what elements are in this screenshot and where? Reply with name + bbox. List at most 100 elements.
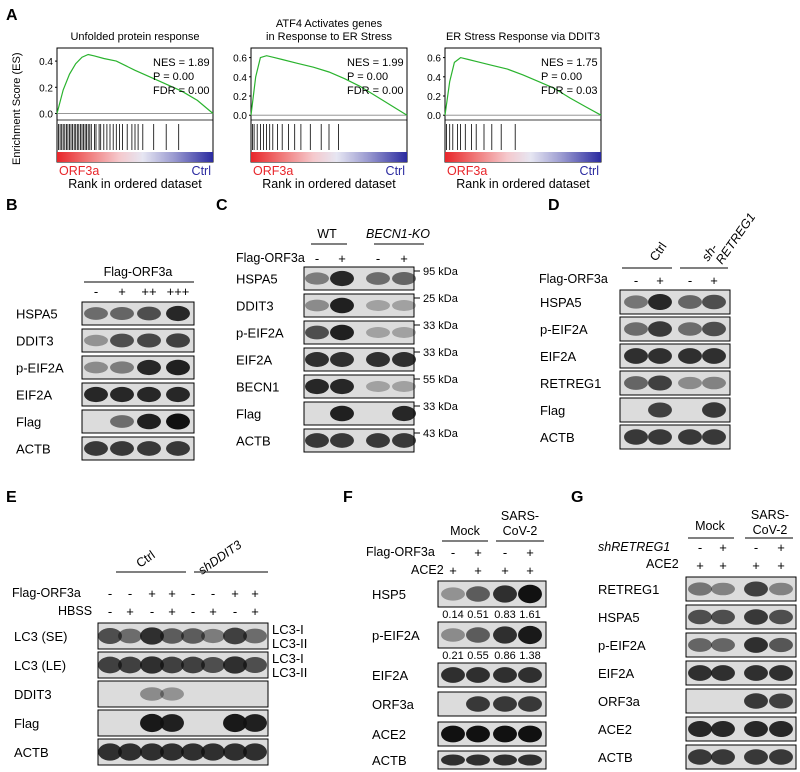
gsea-ctrl-label: Ctrl xyxy=(580,164,599,178)
blot-band xyxy=(392,300,416,311)
blot-band xyxy=(711,665,735,681)
blot-band xyxy=(140,743,164,761)
blot-band xyxy=(702,321,726,337)
blot-band xyxy=(98,656,122,674)
panel-g-label: G xyxy=(571,489,583,506)
quant-value: 0.83 xyxy=(494,609,515,621)
blot-row-label: RETREG1 xyxy=(540,376,601,391)
blot-row-label: DDIT3 xyxy=(236,299,274,314)
blot-band xyxy=(305,272,329,285)
blot-row-label: LC3 (SE) xyxy=(14,629,67,644)
blot-band xyxy=(678,376,702,390)
lane-sign: ++ xyxy=(141,284,156,299)
blot-band xyxy=(466,696,490,712)
lane-sign: - xyxy=(191,586,195,601)
blot-band xyxy=(711,609,735,625)
blot-band xyxy=(648,429,672,445)
blot-row-label: HSPA5 xyxy=(236,272,278,287)
blot-band xyxy=(392,433,416,448)
blot-band xyxy=(166,413,190,430)
blot-band xyxy=(118,628,142,644)
panel-c-treatment: Flag-ORF3a xyxy=(236,251,305,265)
blot-band xyxy=(702,429,726,445)
blot-row-label: EIF2A xyxy=(16,388,52,403)
lane-sign: - xyxy=(451,545,455,560)
blot-band xyxy=(181,656,205,674)
blot-band xyxy=(466,586,490,602)
blot-row-label: Flag xyxy=(16,415,41,430)
gsea-p: P = 0.00 xyxy=(153,71,194,83)
blot-row-label: Flag xyxy=(540,403,565,418)
blot-band xyxy=(330,324,354,341)
blot-band xyxy=(201,628,225,644)
blot-band xyxy=(744,693,768,709)
gsea-nes: NES = 1.89 xyxy=(153,57,210,69)
panel-e-treat1: Flag-ORF3a xyxy=(12,586,81,600)
blot-row-label: ACTB xyxy=(14,745,49,760)
quant-value: 1.38 xyxy=(519,650,540,662)
lane-sign: - xyxy=(315,251,319,266)
panel-g-group-sars-l2: CoV-2 xyxy=(753,523,788,537)
blot-band xyxy=(84,441,108,456)
blot-band xyxy=(110,361,134,374)
blot-row-label: p-EIF2A xyxy=(598,638,646,653)
blot-band xyxy=(181,743,205,761)
blot-band xyxy=(688,665,712,681)
panel-g-group-mock: Mock xyxy=(695,519,726,533)
blot-band xyxy=(137,413,161,430)
panel-e-treat2: HBSS xyxy=(58,604,92,618)
blot-band xyxy=(466,754,490,766)
lane-sign: + xyxy=(777,558,785,573)
blot-band xyxy=(166,386,190,403)
blot-strip xyxy=(437,750,547,770)
lane-sign: - xyxy=(150,604,154,619)
gsea-es-curve xyxy=(56,53,214,114)
blot-row-label: HSPA5 xyxy=(540,295,582,310)
quant-value: 0.14 xyxy=(442,609,463,621)
blot-band xyxy=(744,609,768,625)
blot-row-label: ACTB xyxy=(540,430,575,445)
gsea-plot-upr: Unfolded protein response 0.4 0.2 0.0 NES =… xyxy=(39,31,214,191)
gsea-title: ER Stress Response via DDIT3 xyxy=(446,31,600,43)
blot-band xyxy=(160,743,184,761)
blot-band xyxy=(330,352,354,367)
panel-b-label: B xyxy=(6,197,18,214)
blot-band xyxy=(392,352,416,367)
lane-sign: + xyxy=(474,545,482,560)
gsea-fdr: FDR = 0.00 xyxy=(347,85,404,97)
blot-band xyxy=(744,749,768,765)
blot-band xyxy=(702,348,726,364)
blot-band xyxy=(441,725,465,743)
quant-value: 0.55 xyxy=(467,650,488,662)
blot-row-label: HSPA5 xyxy=(16,307,58,322)
lane-sign: + xyxy=(168,586,176,601)
gsea-plot-atf4: ATF4 Activates genes in Response to ER S… xyxy=(233,18,408,191)
lane-sign: - xyxy=(634,273,638,288)
lane-sign: - xyxy=(376,251,380,266)
blot-band xyxy=(160,656,184,674)
lane-sign: + xyxy=(656,273,664,288)
lane-sign: + xyxy=(400,251,408,266)
lane-sign: - xyxy=(108,586,112,601)
lane-sign: + xyxy=(148,586,156,601)
blot-band xyxy=(305,299,329,312)
blot-band xyxy=(441,754,465,766)
blot-band xyxy=(711,721,735,737)
gsea-title: Unfolded protein response xyxy=(70,31,199,43)
blot-band xyxy=(98,743,122,761)
blot-band xyxy=(624,429,648,445)
panel-e-group-ctrl: Ctrl xyxy=(134,548,158,571)
gsea-orf3a-label: ORF3a xyxy=(447,164,487,178)
panel-g-blots: RETREG1 HSPA5 p-EIF2A EIF2A ORF3a ACE2 ACTB xyxy=(598,576,797,770)
blot-band xyxy=(137,333,161,348)
mw-marker-label: 25 kDa xyxy=(423,293,459,305)
gsea-title-line2: in Response to ER Stress xyxy=(266,31,392,43)
panel-g-treat1: shRETREG1 xyxy=(598,540,670,554)
blot-band xyxy=(330,433,354,448)
blot-band xyxy=(769,749,793,765)
blot-band xyxy=(769,609,793,625)
blot-row-label: ORF3a xyxy=(598,694,641,709)
blot-band xyxy=(140,687,164,701)
blot-band xyxy=(140,627,164,645)
blot-band xyxy=(769,721,793,737)
